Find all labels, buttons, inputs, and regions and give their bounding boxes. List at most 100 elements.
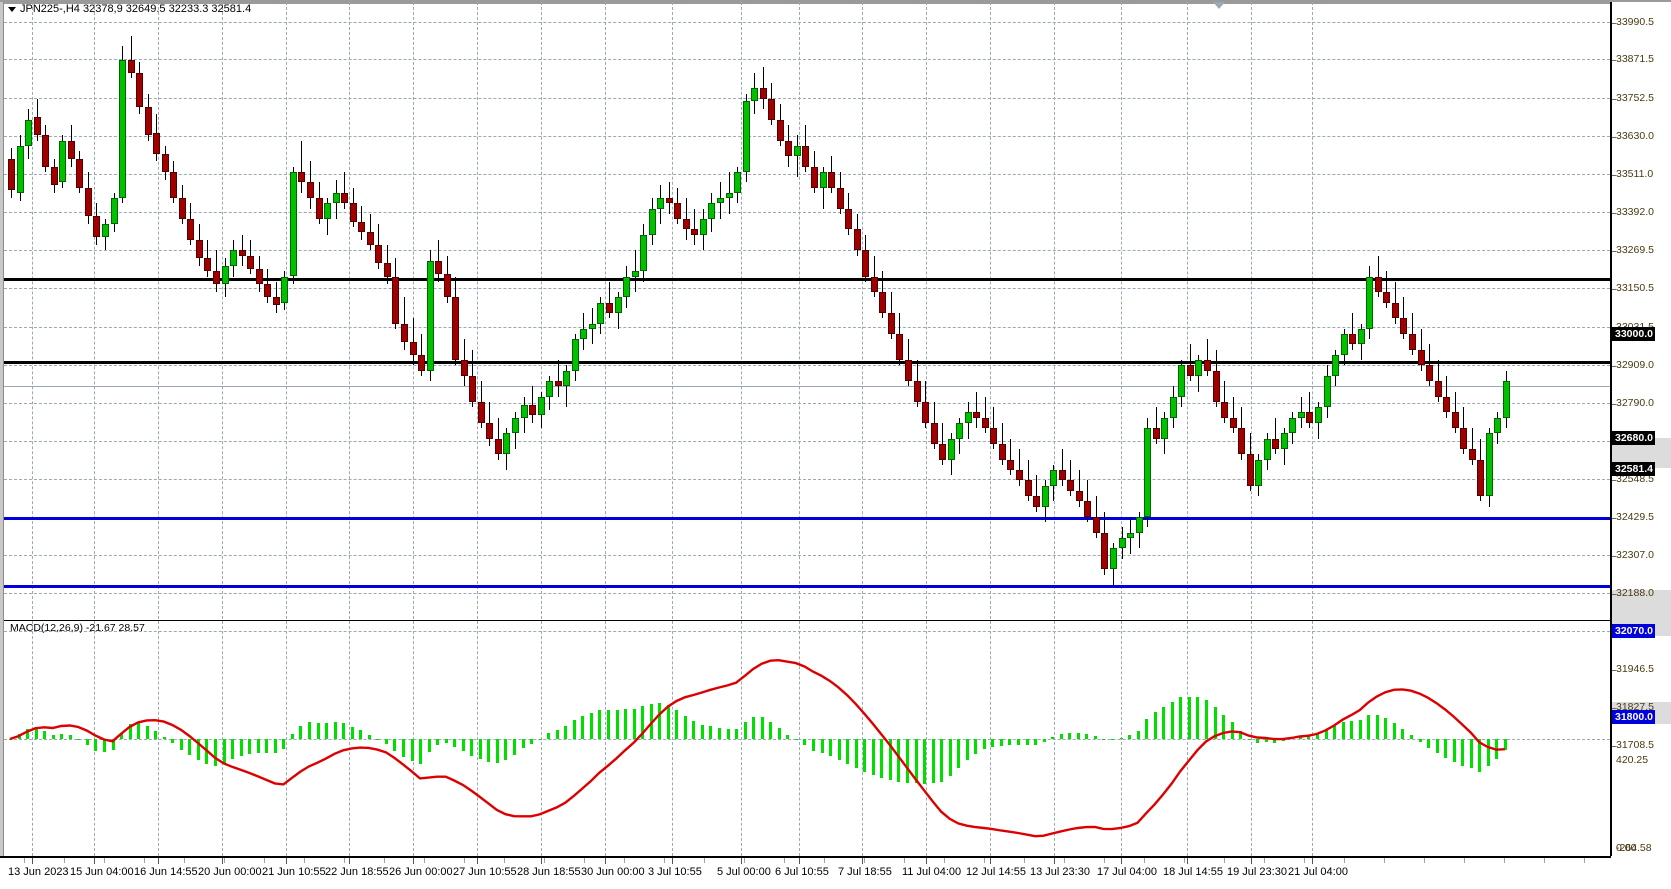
candle xyxy=(136,2,144,619)
candle xyxy=(358,2,366,619)
macd-histogram-bar xyxy=(1256,739,1260,743)
candle xyxy=(853,2,861,619)
time-label: 13 Jun 2023 xyxy=(8,866,69,878)
price-scale[interactable]: 33990.5 33871.5 33752.5 33630.0 33511.0 33392… xyxy=(1610,2,1671,856)
price-tick: 32548.5 xyxy=(1612,474,1654,485)
macd-histogram-bar xyxy=(1503,739,1507,750)
macd-histogram-bar xyxy=(1264,739,1268,742)
candle xyxy=(1084,2,1092,619)
candle-body xyxy=(947,438,955,460)
candle-wick xyxy=(1309,391,1311,429)
candlestick-series xyxy=(4,2,1610,619)
candle xyxy=(33,2,41,619)
time-tick-minor xyxy=(1024,858,1025,863)
candle-body xyxy=(1297,412,1305,418)
time-tick-minor xyxy=(1424,858,1425,863)
price-chart-pane[interactable] xyxy=(4,2,1610,619)
candle-wick xyxy=(984,396,986,434)
price-level-31800.0[interactable] xyxy=(4,585,1610,588)
macd-histogram-bar xyxy=(1025,739,1029,745)
macd-histogram-bar xyxy=(1085,734,1089,739)
candle xyxy=(1101,2,1109,619)
macd-histogram-bar xyxy=(436,739,440,746)
candle xyxy=(375,2,383,619)
candle-body xyxy=(1195,360,1203,376)
price-tick: 33630.0 xyxy=(1612,131,1654,142)
macd-histogram-bar xyxy=(965,739,969,760)
price-level-33000.0[interactable] xyxy=(4,278,1610,281)
macd-histogram-bar xyxy=(342,723,346,739)
gridline-v xyxy=(1054,2,1055,619)
price-level-32680.0[interactable] xyxy=(4,361,1610,364)
macd-histogram-bar xyxy=(359,730,363,739)
time-tick-minor xyxy=(1064,858,1065,863)
time-axis[interactable]: 13 Jun 2023 15 Jun 04:00 16 Jun 14:55 20 Ju… xyxy=(0,856,1611,889)
candle xyxy=(520,2,528,619)
candle xyxy=(50,2,58,619)
candle-wick xyxy=(1394,281,1396,324)
gridline-v xyxy=(799,2,800,619)
candle xyxy=(435,2,443,619)
macd-histogram-bar xyxy=(1110,739,1114,741)
price-tag-33000.0[interactable]: 33000.0 xyxy=(1612,327,1655,341)
candle-wick xyxy=(1224,381,1226,423)
time-tick-minor xyxy=(64,858,65,863)
candle-body xyxy=(426,260,434,371)
time-tick-minor xyxy=(1384,858,1385,863)
candle xyxy=(178,2,186,619)
macd-histogram-bar xyxy=(1042,739,1046,742)
candle xyxy=(213,2,221,619)
macd-histogram-bar xyxy=(547,733,551,739)
candle-body xyxy=(734,171,742,193)
gridline-v xyxy=(32,2,33,619)
price-tick: 33269.5 xyxy=(1612,245,1654,256)
gridline-v xyxy=(741,2,742,619)
candle xyxy=(1434,2,1442,619)
candle-body xyxy=(990,428,998,444)
gridline-v xyxy=(862,621,863,856)
gridline-h xyxy=(4,441,1610,442)
macd-histogram-bar xyxy=(487,739,491,762)
gridline-h xyxy=(4,212,1610,213)
macd-indicator-pane[interactable]: MACD(12,26,9) -21.67 28.57 xyxy=(4,620,1610,856)
macd-histogram-bar xyxy=(1367,715,1371,739)
candle-body xyxy=(845,208,853,230)
candle-body xyxy=(486,422,494,439)
price-tag-32581.4[interactable]: 32581.4 xyxy=(1612,462,1655,476)
macd-histogram-bar xyxy=(649,703,653,739)
macd-histogram-bar xyxy=(1273,739,1277,743)
candle-wick xyxy=(1036,475,1038,512)
candle-body xyxy=(571,339,579,371)
price-tag-32680.0[interactable]: 32680.0 xyxy=(1612,431,1655,445)
time-label: 11 Jul 04:00 xyxy=(902,866,962,878)
macd-histogram-bar xyxy=(94,739,98,751)
time-tick xyxy=(286,858,287,864)
price-tag-32070.0[interactable]: 32070.0 xyxy=(1612,624,1655,638)
candle-body xyxy=(1169,396,1177,418)
macd-histogram-bar xyxy=(1350,721,1354,739)
candle xyxy=(1075,2,1083,619)
macd-histogram-bar xyxy=(854,739,858,768)
chevron-down-icon[interactable] xyxy=(1213,2,1225,9)
price-level-32070.0[interactable] xyxy=(4,517,1610,520)
macd-histogram-bar xyxy=(145,726,149,739)
macd-histogram-bar xyxy=(128,723,132,739)
price-tick: 32429.5 xyxy=(1612,512,1654,523)
candle-body xyxy=(605,302,613,314)
time-tick-minor xyxy=(624,858,625,863)
candle xyxy=(1460,2,1468,619)
candle xyxy=(1058,2,1066,619)
macd-histogram-bar xyxy=(581,715,585,739)
candle xyxy=(264,2,272,619)
price-tag-31800.0[interactable]: 31800.0 xyxy=(1612,710,1655,724)
candle xyxy=(306,2,314,619)
candle-wick xyxy=(1232,396,1234,434)
caret-down-icon[interactable] xyxy=(8,6,16,12)
candle-body xyxy=(144,106,152,136)
time-tick-minor xyxy=(1504,858,1505,863)
macd-histogram-bar xyxy=(1401,728,1405,739)
candle-body xyxy=(913,381,921,402)
candle xyxy=(1374,2,1382,619)
macd-histogram-bar xyxy=(444,739,448,743)
price-level-32581.4[interactable] xyxy=(4,386,1610,387)
